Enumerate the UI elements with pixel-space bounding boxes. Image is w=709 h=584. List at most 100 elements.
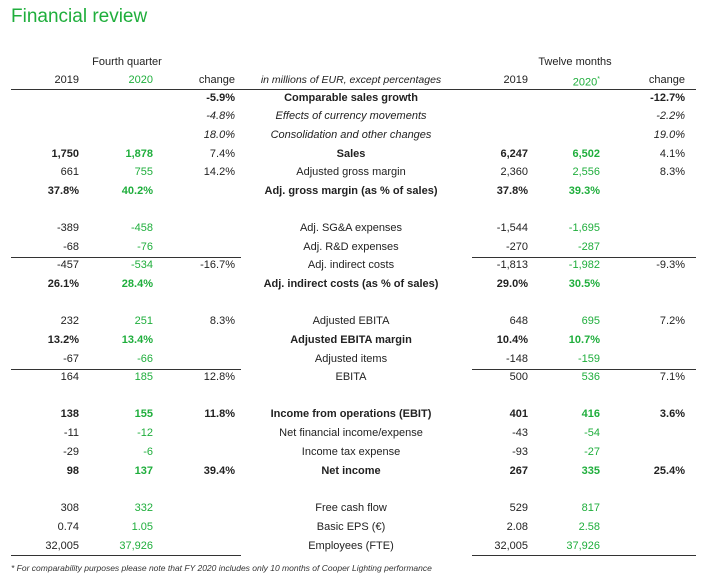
year-2020: 39.3% <box>568 185 600 197</box>
group-header-year: Twelve months <box>538 56 612 68</box>
year-2020: 37,926 <box>566 540 600 552</box>
quarter-2020: -12 <box>137 427 153 439</box>
header-y-2020: 2020* <box>572 76 600 89</box>
quarter-2020: -458 <box>130 222 153 234</box>
year-2019: 648 <box>509 315 528 327</box>
table-row: -389 -458 Adj. SG&A expenses -1,544 -1,695 <box>0 219 709 237</box>
year-2019: -1,544 <box>496 222 528 234</box>
year-2019: -1,813 <box>496 259 528 271</box>
quarter-change: -16.7% <box>200 259 235 271</box>
quarter-2019: 13.2% <box>47 334 79 346</box>
quarter-2019: 138 <box>60 408 79 420</box>
quarter-2020: -76 <box>137 241 153 253</box>
row-label: Adj. R&D expenses <box>303 241 399 253</box>
rule-left-indirect <box>11 257 241 258</box>
table-row: 98 137 39.4% Net income 267 335 25.4% <box>0 462 709 480</box>
row-label: Basic EPS (€) <box>316 521 386 533</box>
quarter-change: 18.0% <box>203 129 235 141</box>
header-rule <box>11 89 696 90</box>
year-change: -12.7% <box>650 92 685 104</box>
quarter-2020: 332 <box>134 502 153 514</box>
table-row: -4.8% Effects of currency movements -2.2% <box>0 107 709 125</box>
table-row: 37.8% 40.2% Adj. gross margin (as % of sal… <box>0 182 709 200</box>
row-label: Comparable sales growth <box>284 92 418 104</box>
year-2019: 2.08 <box>506 521 528 533</box>
year-2019: -270 <box>505 241 528 253</box>
quarter-2019: 98 <box>66 465 79 477</box>
year-2020: 2.58 <box>578 521 600 533</box>
quarter-2019: 37.8% <box>47 185 79 197</box>
table-row: 661 755 14.2% Adjusted gross margin 2,360 2,5… <box>0 163 709 181</box>
quarter-2020: 137 <box>134 465 153 477</box>
year-2019: 529 <box>509 502 528 514</box>
row-label: Adjusted EBITA <box>312 315 390 327</box>
group-header-quarter: Fourth quarter <box>92 56 162 68</box>
quarter-2020: 37,926 <box>119 540 153 552</box>
table-row: 232 251 8.3% Adjusted EBITA 648 695 7.2% <box>0 312 709 330</box>
rule-right-ebita <box>472 369 696 370</box>
header-units-label: in millions of EUR, except percentages <box>260 74 442 86</box>
row-label: Free cash flow <box>315 502 387 514</box>
year-2019: 500 <box>509 371 528 383</box>
year-2020: 30.5% <box>568 278 600 290</box>
row-label: Sales <box>336 148 366 160</box>
footnote-marker: * <box>597 76 600 83</box>
row-label: Employees (FTE) <box>308 540 394 552</box>
quarter-2020: 1,878 <box>125 148 153 160</box>
table-row: 0.74 1.05 Basic EPS (€) 2.08 2.58 <box>0 518 709 536</box>
row-label: Adjusted items <box>314 353 388 365</box>
quarter-change: 11.8% <box>204 408 235 420</box>
quarter-2019: 26.1% <box>47 278 79 290</box>
table-row: 308 332 Free cash flow 529 817 <box>0 499 709 517</box>
quarter-2020: 28.4% <box>121 278 153 290</box>
table-row: 18.0% Consolidation and other changes 19.0… <box>0 126 709 144</box>
quarter-2019: -67 <box>63 353 79 365</box>
quarter-2020: 13.4% <box>121 334 153 346</box>
year-2020: -1,695 <box>568 222 600 234</box>
table-row: -67 -66 Adjusted items -148 -159 <box>0 350 709 368</box>
rule-left-bottom <box>11 555 241 556</box>
year-2020: 2,556 <box>572 166 600 178</box>
rule-right-bottom <box>472 555 696 556</box>
quarter-change: 8.3% <box>209 315 235 327</box>
year-change: -2.2% <box>656 110 685 122</box>
quarter-change: 14.2% <box>203 166 235 178</box>
quarter-2020: -6 <box>143 446 153 458</box>
year-2019: 2,360 <box>500 166 528 178</box>
header-y-change: change <box>648 74 685 86</box>
row-label: Consolidation and other changes <box>270 129 432 141</box>
year-2019: -43 <box>512 427 528 439</box>
quarter-2019: -29 <box>63 446 79 458</box>
row-label: Net income <box>321 465 381 477</box>
footnote: * For comparability purposes please note… <box>11 563 432 573</box>
year-2019: 401 <box>509 408 528 420</box>
year-2020: 695 <box>581 315 600 327</box>
year-2020: 416 <box>581 408 600 420</box>
row-label: Adj. indirect costs <box>307 259 395 271</box>
row-label: Adjusted gross margin <box>296 166 406 178</box>
rule-left-ebita <box>11 369 241 370</box>
quarter-2020: 185 <box>134 371 153 383</box>
quarter-2019: 0.74 <box>57 521 79 533</box>
table-row: 164 185 12.8% EBITA 500 536 7.1% <box>0 368 709 386</box>
year-2020: -27 <box>584 446 600 458</box>
quarter-2019: -457 <box>56 259 79 271</box>
year-change: 19.0% <box>653 129 685 141</box>
year-2019: 29.0% <box>496 278 528 290</box>
year-2020: 536 <box>581 371 600 383</box>
year-2020: 817 <box>581 502 600 514</box>
quarter-2020: 251 <box>134 315 153 327</box>
year-2020: 335 <box>581 465 600 477</box>
year-change: -9.3% <box>656 259 685 271</box>
table-row: 26.1% 28.4% Adj. indirect costs (as % of s… <box>0 275 709 293</box>
quarter-2020: 40.2% <box>121 185 153 197</box>
year-change: 7.2% <box>659 315 685 327</box>
quarter-2019: 1,750 <box>51 148 79 160</box>
year-2019: 37.8% <box>496 185 528 197</box>
quarter-2020: -66 <box>137 353 153 365</box>
quarter-2019: 308 <box>60 502 79 514</box>
quarter-2019: -389 <box>56 222 79 234</box>
quarter-change: -5.9% <box>206 92 235 104</box>
table-row: 32,005 37,926 Employees (FTE) 32,005 37,926 <box>0 537 709 555</box>
year-2019: -93 <box>512 446 528 458</box>
